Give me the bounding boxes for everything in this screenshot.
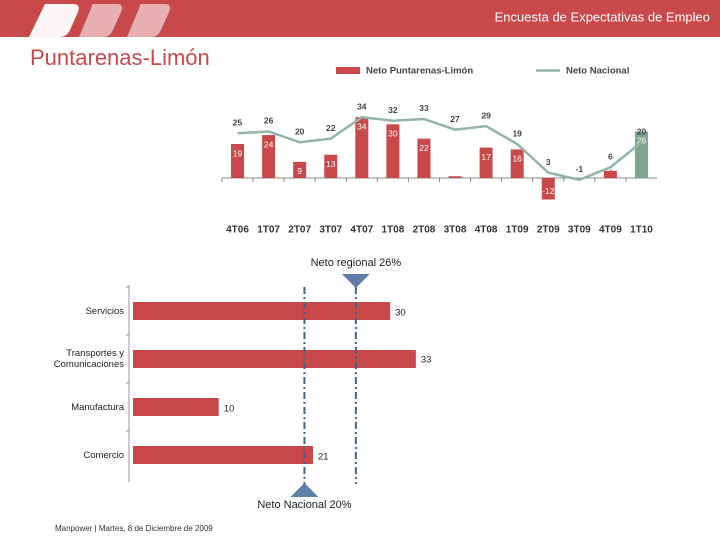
line-label: 19 <box>512 128 522 138</box>
x-tick-label: 2T08 <box>413 225 436 236</box>
line-label: 6 <box>608 152 613 162</box>
bar-label: 16 <box>512 154 522 164</box>
bar-label: 33 <box>421 355 432 366</box>
line-label: 20 <box>295 126 305 136</box>
y-tick-label: Manufactura <box>71 401 124 413</box>
x-tick-label: 4T07 <box>350 225 373 236</box>
bar-label: 10 <box>224 404 235 415</box>
line-label: 32 <box>388 105 398 115</box>
footer: Manpower | Martes, 8 de Diciembre de 200… <box>55 524 213 533</box>
bar <box>133 350 416 368</box>
bar-label: 19 <box>233 148 243 158</box>
line-label: 25 <box>233 118 243 128</box>
bar-label: -12 <box>542 186 555 196</box>
bar <box>324 154 338 179</box>
x-tick-label: 4T09 <box>599 225 622 236</box>
reference-label: Neto Nacional 20% <box>257 499 351 511</box>
bar-label: 24 <box>264 139 274 149</box>
bar-label: 9 <box>297 166 302 176</box>
logo-shape <box>127 4 170 37</box>
line-label: 33 <box>419 103 429 113</box>
bar <box>231 144 245 179</box>
bar <box>510 149 524 179</box>
line <box>237 115 643 182</box>
bar <box>634 131 648 179</box>
x-tick-label: 2T07 <box>288 225 311 236</box>
bar-label: 26 <box>637 136 647 146</box>
bar-label: 34 <box>357 121 367 131</box>
bar <box>262 135 276 179</box>
x-tick-label: 1T10 <box>630 225 653 236</box>
x-tick-label: 4T08 <box>475 225 498 236</box>
bar-label: 17 <box>481 152 491 162</box>
line-label: 20 <box>637 126 647 136</box>
bar <box>133 302 391 320</box>
bar <box>448 176 462 179</box>
x-tick-label: 3T08 <box>444 225 467 236</box>
line-label: 34 <box>357 101 367 111</box>
bar <box>133 398 219 416</box>
bar <box>603 170 617 179</box>
x-tick-label: 2T09 <box>537 225 560 236</box>
x-tick-label: 3T09 <box>568 225 591 236</box>
x-tick-label: 1T07 <box>257 225 280 236</box>
bar <box>541 178 555 200</box>
x-tick-label: 4T06 <box>226 225 249 236</box>
header-logo <box>29 4 170 37</box>
header-title: Encuesta de Expectativas de Empleo <box>495 9 710 24</box>
y-tick-label: Comercio <box>83 449 124 461</box>
logo-shape <box>29 4 79 37</box>
legend-label: Neto Puntarenas-Limón <box>366 66 473 77</box>
line-label: 29 <box>481 110 491 120</box>
x-tick-label: 1T09 <box>506 225 529 236</box>
logo-shape <box>79 4 122 37</box>
legend-swatch <box>336 67 360 74</box>
bar-label: 30 <box>388 129 398 139</box>
line-label: 3 <box>546 157 551 167</box>
x-tick-label: 1T08 <box>381 225 404 236</box>
bar <box>386 124 400 179</box>
reference-marker <box>290 483 319 497</box>
bar-label: 21 <box>318 452 329 463</box>
bar-label: 4 <box>608 167 613 177</box>
line-label: 22 <box>326 123 336 133</box>
y-tick-label: Servicios <box>85 305 124 317</box>
bar <box>293 161 307 179</box>
bar-label: 13 <box>326 159 336 169</box>
bar <box>133 446 313 464</box>
x-tick-label: 3T07 <box>319 225 342 236</box>
line-label: -1 <box>576 164 584 174</box>
reference-label: Neto regional 26% <box>311 257 402 269</box>
legend-label: Neto Nacional <box>566 66 629 77</box>
line-label: 27 <box>450 114 460 124</box>
page-title: Puntarenas-Limón <box>30 45 210 70</box>
bar <box>355 117 369 179</box>
reference-marker <box>341 274 370 288</box>
bar-label: 30 <box>395 308 406 319</box>
bar-label: 22 <box>419 143 429 153</box>
bar <box>479 147 493 179</box>
y-tick-label: Transportes y Comunicaciones <box>53 348 124 370</box>
bar <box>417 138 431 179</box>
line-label: 26 <box>264 116 274 126</box>
